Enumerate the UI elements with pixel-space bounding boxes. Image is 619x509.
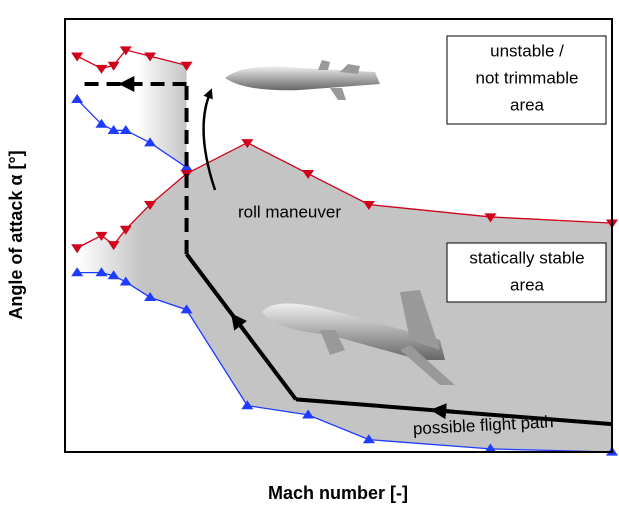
x-axis-title: Mach number [-] [268,483,408,503]
marker [119,276,132,286]
marker [71,94,84,104]
marker [302,409,315,419]
marker [144,52,157,62]
marker [484,213,497,223]
rocket-upper [225,60,380,100]
annotation-text: unstable / [490,41,564,60]
marker [180,61,193,71]
marker [180,304,193,314]
annotation-text: area [510,275,545,294]
roll-arrow [202,88,217,191]
marker [71,267,84,277]
annotation-text: statically stable [469,248,584,267]
marker [95,231,108,241]
y-axis-title: Angle of attack α [°] [6,150,26,319]
series-line [76,98,187,168]
annotation-text: area [510,95,545,114]
marker [302,170,315,180]
rocket-lower [262,290,455,385]
marker [241,400,254,410]
marker [144,291,157,301]
marker [362,200,375,210]
marker [107,124,120,134]
flight-path-arrow [430,403,455,420]
annotation-box [446,242,607,303]
plot-frame [64,18,613,453]
marker [95,64,108,74]
marker [119,124,132,134]
marker [119,46,132,56]
marker [107,241,120,251]
annotation-text: not trimmable [476,68,579,87]
marker [241,139,254,149]
marker [362,434,375,444]
marker [107,270,120,280]
marker [71,52,84,62]
region-fill [77,49,187,168]
flight-path-arrow [230,313,247,331]
marker [144,137,157,147]
annotation-box [446,35,607,125]
marker [484,443,497,453]
marker [180,162,193,172]
marker [107,61,120,71]
marker [71,244,84,254]
annotation-text: roll maneuver [238,202,341,221]
marker [95,267,108,277]
region-fill [77,142,612,452]
marker [95,118,108,128]
marker [119,225,132,235]
marker [144,200,157,210]
